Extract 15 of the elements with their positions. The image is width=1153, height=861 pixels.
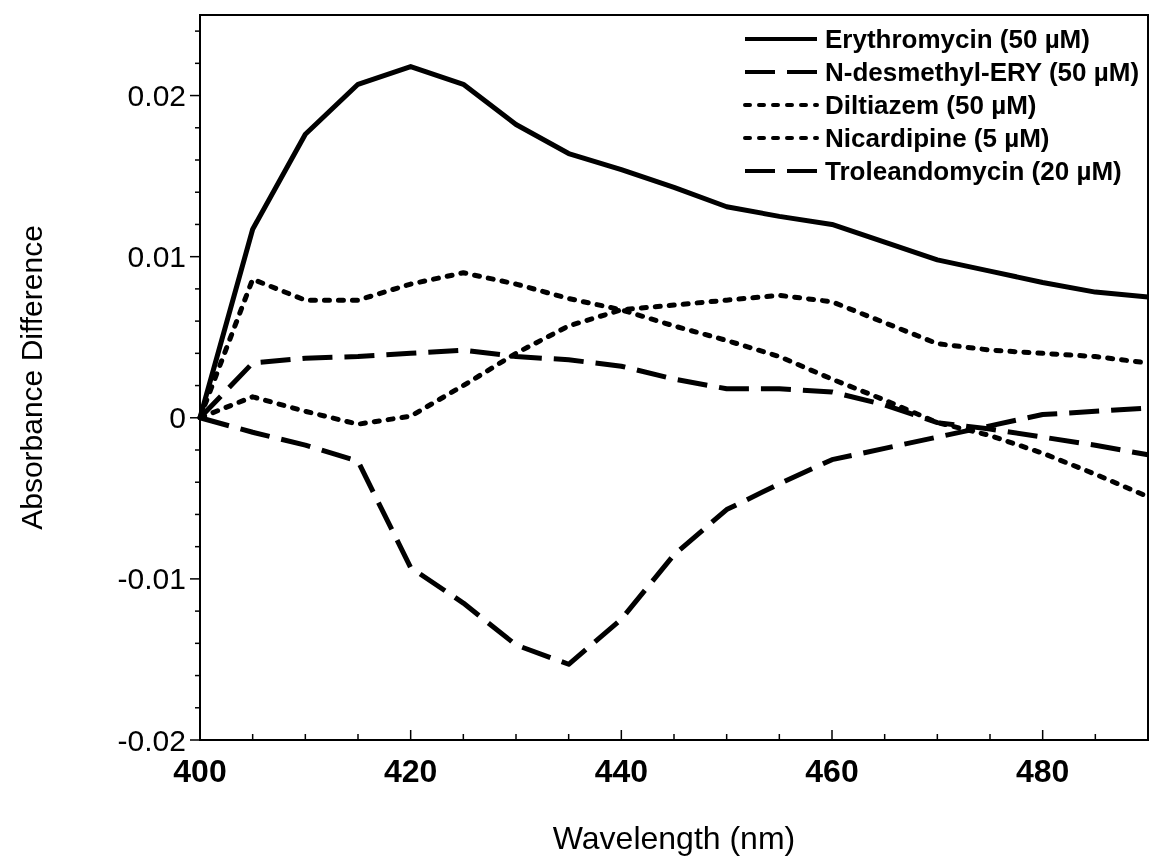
x-tick-label: 420 — [383, 753, 438, 789]
x-tick-label: 460 — [805, 753, 859, 789]
legend-label: Diltiazem (50 µM) — [825, 90, 1037, 121]
x-tick-label: 440 — [594, 753, 649, 789]
legend-label: Erythromycin (50 µM) — [825, 24, 1090, 55]
y-tick-label: 0.01 — [127, 240, 186, 274]
y-axis-title: Absorbance Difference — [15, 225, 48, 530]
legend-label: N-desmethyl-ERY (50 µM) — [825, 57, 1140, 88]
x-axis-title: Wavelength (nm) — [552, 820, 796, 856]
legend-label: Nicardipine (5 µM) — [825, 123, 1050, 154]
legend-label: Troleandomycin (20 µM) — [825, 156, 1122, 187]
y-tick-label: -0.01 — [117, 562, 186, 596]
x-tick-label: 480 — [1015, 753, 1070, 789]
y-tick-label: 0.02 — [127, 79, 186, 113]
y-tick-label: 0 — [169, 401, 186, 435]
